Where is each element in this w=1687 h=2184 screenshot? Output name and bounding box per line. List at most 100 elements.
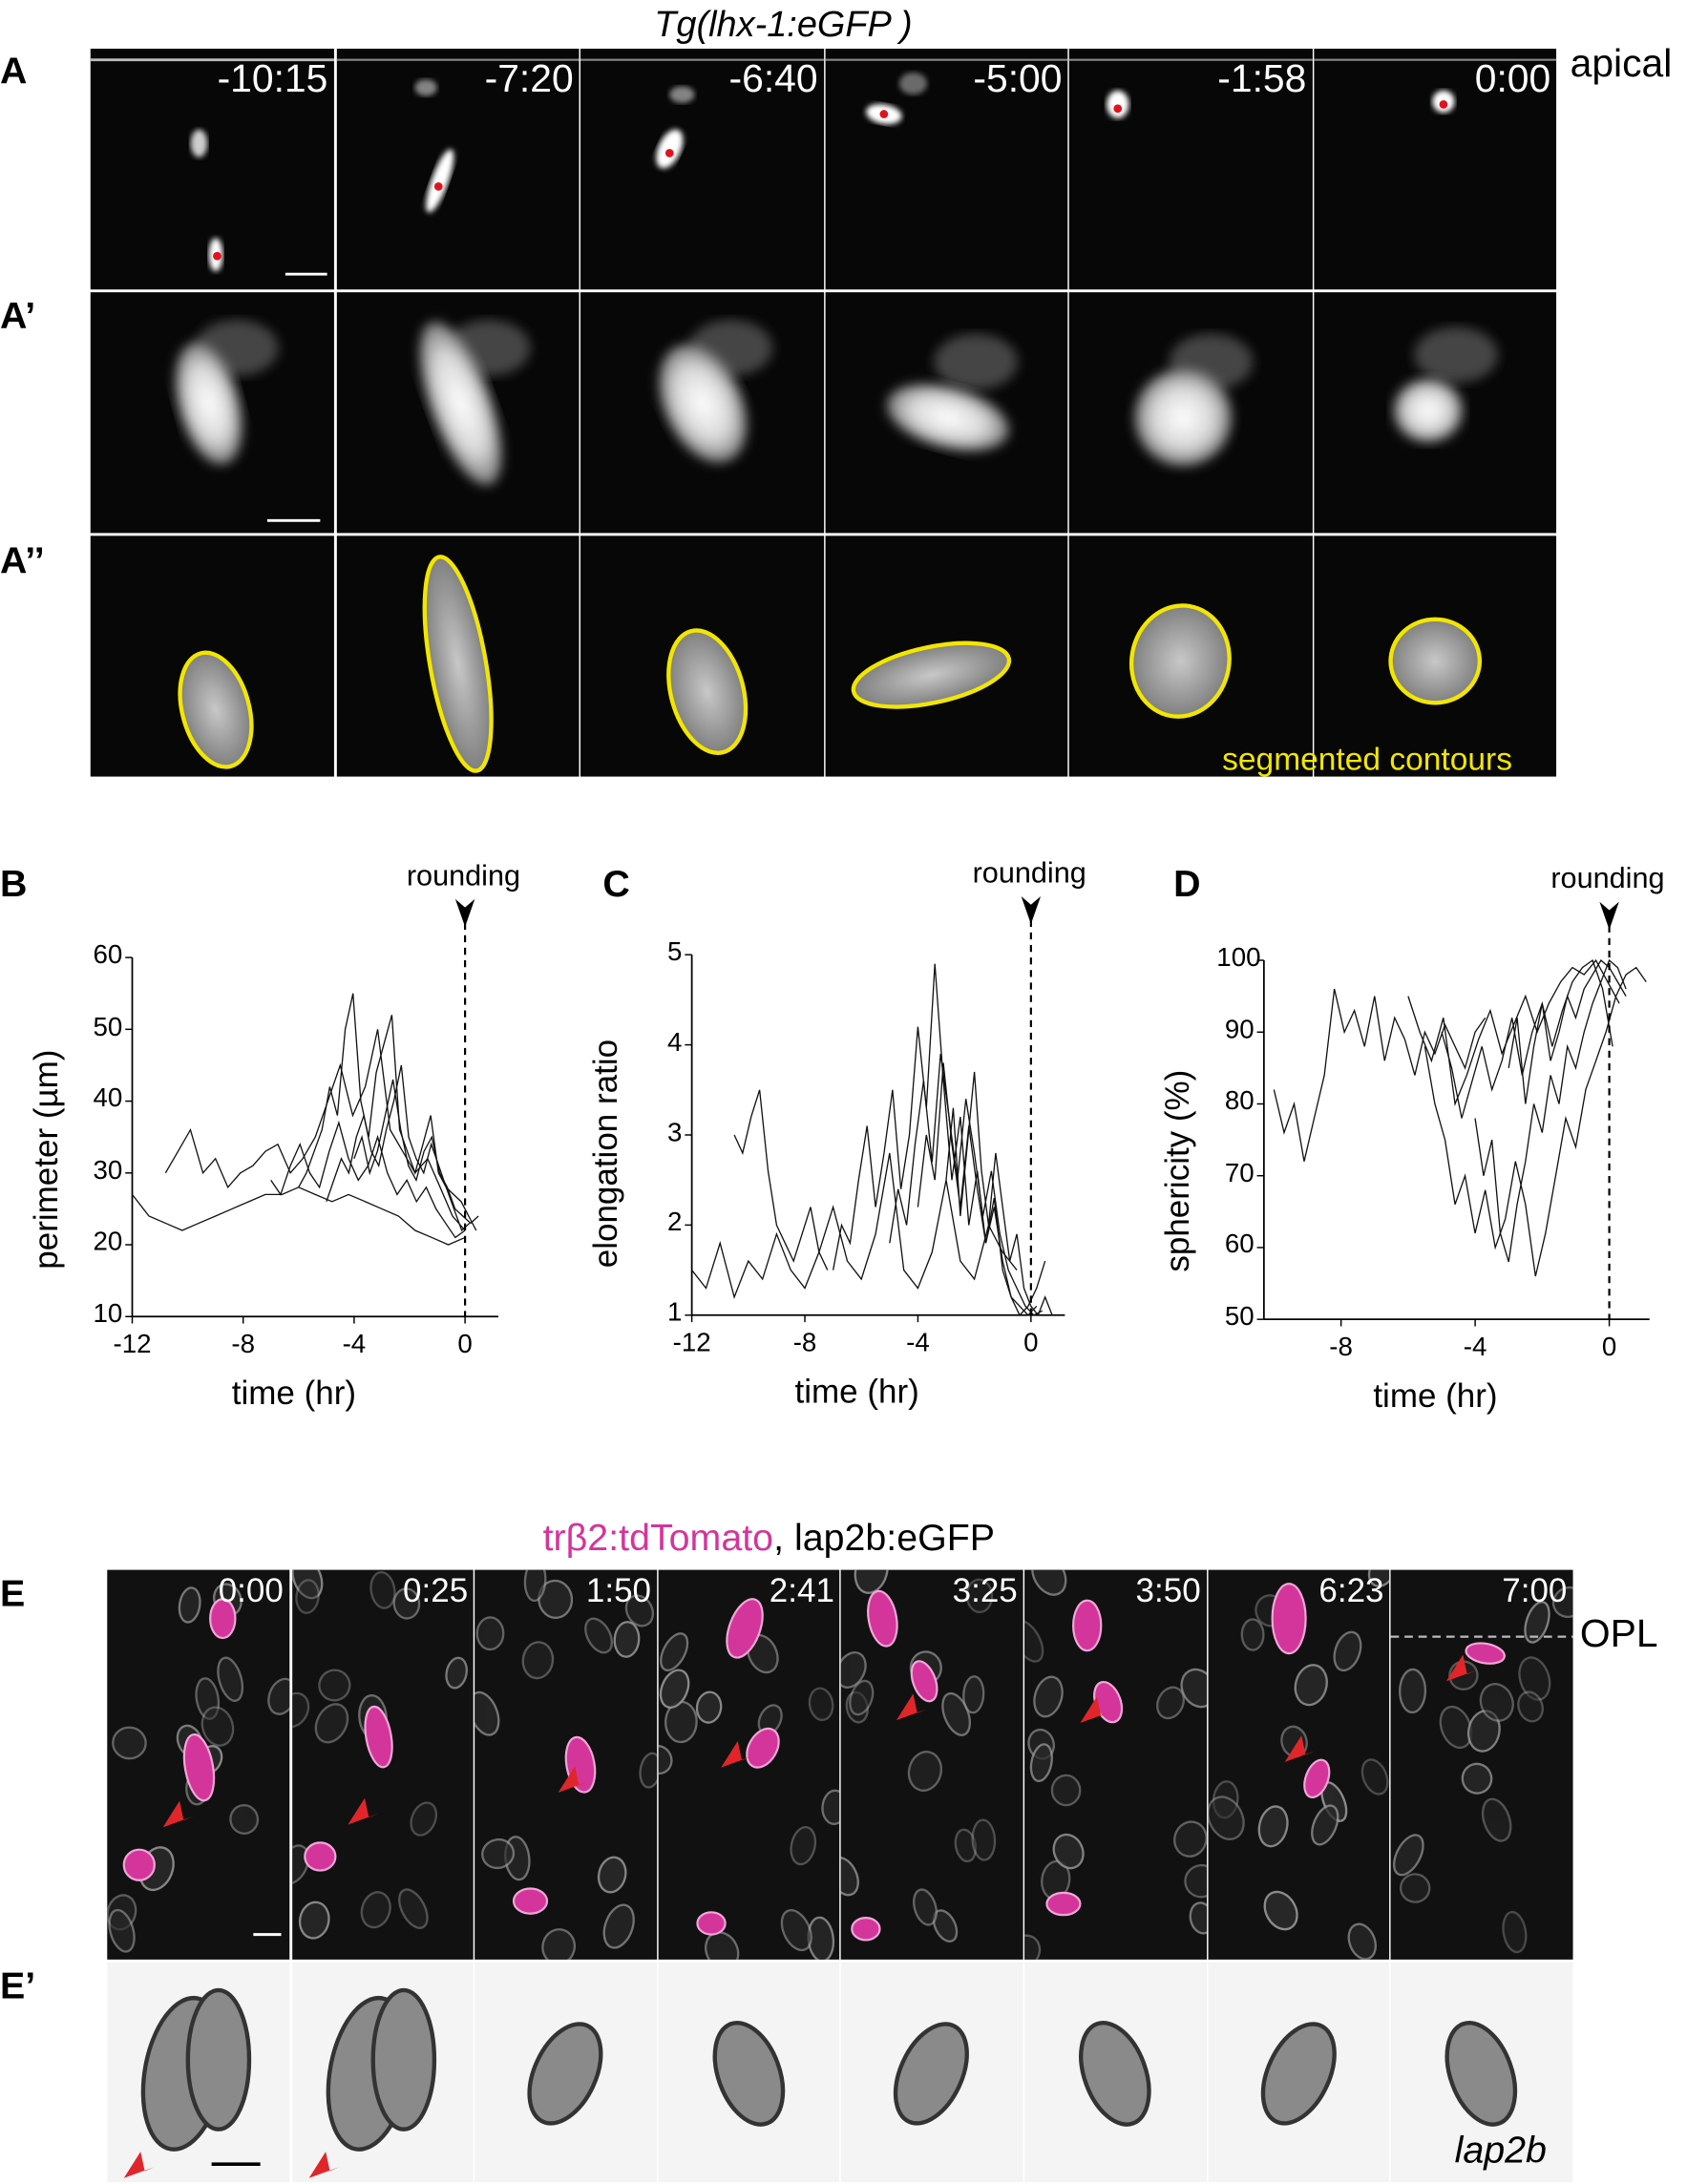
red-arrowhead-icon — [123, 2152, 155, 2178]
nucleus-outline — [298, 1900, 330, 1940]
cell-blob — [1134, 368, 1233, 467]
frame-E-prime — [841, 1962, 1023, 2183]
y-tick-label: 1 — [666, 1298, 683, 1328]
cell-blob — [898, 72, 927, 95]
frame-A: -7:20 — [336, 49, 580, 290]
nucleus-outline — [1156, 1686, 1185, 1720]
series-line — [353, 1079, 479, 1225]
apical-label: apical — [1570, 41, 1673, 85]
timestamp: 0:00 — [218, 1572, 284, 1610]
nucleus-outline — [1024, 1619, 1044, 1663]
series-line — [1273, 988, 1487, 1162]
frame-E-prime — [658, 1962, 840, 2183]
nucleus-outline — [1482, 1797, 1512, 1842]
cell-blob — [669, 86, 695, 103]
frame-E: 0:25 — [291, 1569, 474, 1960]
x-axis-label: time (hr) — [1373, 1377, 1498, 1416]
y-tick-label: 50 — [1224, 1302, 1255, 1333]
x-tick-label: -4 — [906, 1329, 930, 1359]
y-axis-label: elongation ratio — [587, 1039, 625, 1268]
y-tick-label: 50 — [93, 1012, 123, 1042]
tracked-cell-marker — [878, 110, 888, 118]
nucleus-outline — [908, 1751, 943, 1792]
cell-blob — [659, 344, 748, 463]
x-tick-label: -8 — [231, 1330, 256, 1360]
red-arrowhead-icon — [1080, 1696, 1111, 1724]
chart-B — [125, 898, 498, 1324]
chart-D — [1256, 901, 1650, 1327]
tracked-cell-marker — [1113, 104, 1123, 114]
chart-C — [685, 895, 1065, 1323]
nucleus-outline — [1400, 1873, 1431, 1903]
nucleus-outline — [808, 1687, 834, 1722]
frame-A-double-prime — [1068, 536, 1313, 777]
nucleus-outline — [1552, 1586, 1573, 1619]
bottom-title: trβ2:tdTomato, lap2b:eGFP — [543, 1517, 995, 1560]
red-arrowhead-icon — [347, 1797, 378, 1825]
nucleus-outline — [854, 1569, 890, 1594]
nucleus-outline — [360, 1891, 391, 1929]
timestamp: -1:58 — [1217, 56, 1307, 100]
timestamp: -6:40 — [728, 56, 818, 100]
cone-cell — [867, 1589, 899, 1648]
nucleus-outline — [1262, 1890, 1298, 1931]
lap2b-label: lap2b — [1454, 2129, 1547, 2172]
nucleus-outline — [1346, 1922, 1377, 1960]
nucleus-outline — [1393, 1834, 1424, 1877]
frame-E-prime — [107, 1962, 289, 2183]
nucleus-outline — [178, 1586, 201, 1624]
y-tick-label: 60 — [93, 940, 123, 971]
y-tick-label: 70 — [1224, 1159, 1255, 1188]
frame-E-prime — [1207, 1962, 1390, 2183]
nucleus-outline — [1399, 1668, 1427, 1714]
label-E-prime: E’ — [0, 1964, 36, 2007]
nucleus-outline — [1310, 1804, 1339, 1846]
nucleus-outline — [625, 1594, 655, 1628]
nucleus-outline — [1439, 1705, 1473, 1750]
nuclear-envelope — [712, 2021, 785, 2127]
frame-A: -1:58 — [1068, 49, 1313, 290]
series-line — [270, 1120, 466, 1239]
label-A-double-prime: A’’ — [0, 539, 45, 582]
cone-cell — [1465, 1642, 1507, 1665]
nuclear-envelope — [527, 2022, 603, 2126]
nucleus-outline — [444, 1656, 468, 1690]
x-axis-label: time (hr) — [794, 1374, 919, 1412]
cell-blob — [1392, 378, 1463, 443]
nucleus-outline — [291, 1844, 309, 1885]
cone-cell — [745, 1727, 780, 1769]
nucleus-outline — [695, 1690, 723, 1724]
y-tick-label: 60 — [1224, 1230, 1255, 1261]
nuclear-envelope — [1444, 2021, 1518, 2127]
nucleus-outline — [1184, 1863, 1207, 1899]
nucleus-outline — [1257, 1805, 1289, 1848]
charts-layer — [125, 895, 1650, 1327]
timestamp: 7:00 — [1502, 1572, 1568, 1610]
nucleus-outline — [602, 1903, 636, 1949]
nucleus-outline — [1024, 1934, 1042, 1960]
nuclear-envelope — [1260, 2022, 1337, 2126]
frame-E: 0:00 — [107, 1569, 289, 1960]
segmented-contour — [178, 650, 254, 769]
tracked-cell-marker — [1438, 99, 1447, 109]
cell-blob — [175, 342, 243, 465]
frame-E: 3:50 — [1024, 1569, 1207, 1960]
cone-cell — [1270, 1583, 1307, 1655]
frame-A: 0:00 — [1313, 49, 1557, 290]
segmented-contour — [421, 555, 493, 773]
y-tick-label: 3 — [666, 1118, 683, 1148]
nucleus-outline — [291, 1691, 309, 1729]
segmented-contour — [1128, 603, 1232, 719]
frame-E: 3:25 — [841, 1569, 1023, 1960]
y-tick-label: 80 — [1224, 1086, 1255, 1117]
series-line — [131, 1186, 466, 1246]
nuclear-envelope — [369, 1987, 436, 2132]
nucleus-outline — [1207, 1796, 1245, 1840]
frame-A: -5:00 — [824, 49, 1068, 290]
x-tick-label: -12 — [113, 1330, 152, 1360]
nucleus-outline — [659, 1669, 690, 1709]
red-arrowhead-icon — [896, 1693, 928, 1721]
nucleus-outline — [1294, 1664, 1328, 1707]
x-tick-label: -8 — [792, 1329, 817, 1359]
